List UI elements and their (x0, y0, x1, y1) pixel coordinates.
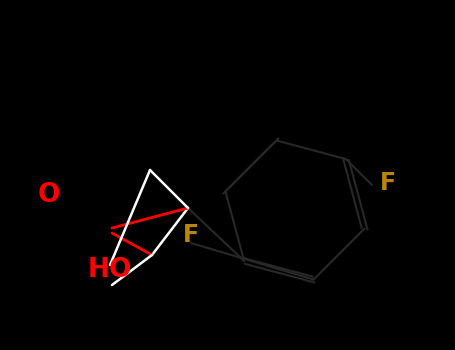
Text: F: F (380, 171, 396, 195)
Text: HO: HO (88, 257, 132, 283)
Text: F: F (183, 223, 199, 247)
Text: O: O (38, 182, 61, 208)
